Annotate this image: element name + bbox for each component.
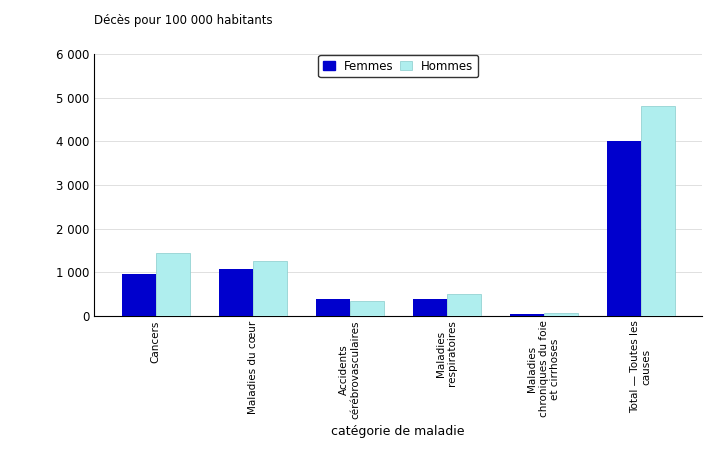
Text: Décès pour 100 000 habitants: Décès pour 100 000 habitants [94, 14, 273, 27]
Bar [607, 141, 641, 316]
Bar [641, 106, 675, 316]
Bar [156, 253, 190, 316]
Legend: Femmes, Hommes: Femmes, Hommes [319, 55, 478, 77]
Bar [122, 274, 156, 316]
Bar [316, 299, 350, 316]
Bar [510, 314, 544, 316]
Bar [447, 294, 481, 316]
Bar [253, 261, 287, 316]
Bar [413, 299, 447, 316]
Bar [544, 313, 578, 316]
Bar [219, 270, 253, 316]
Bar [350, 301, 384, 316]
X-axis label: catégorie de maladie: catégorie de maladie [332, 425, 465, 437]
